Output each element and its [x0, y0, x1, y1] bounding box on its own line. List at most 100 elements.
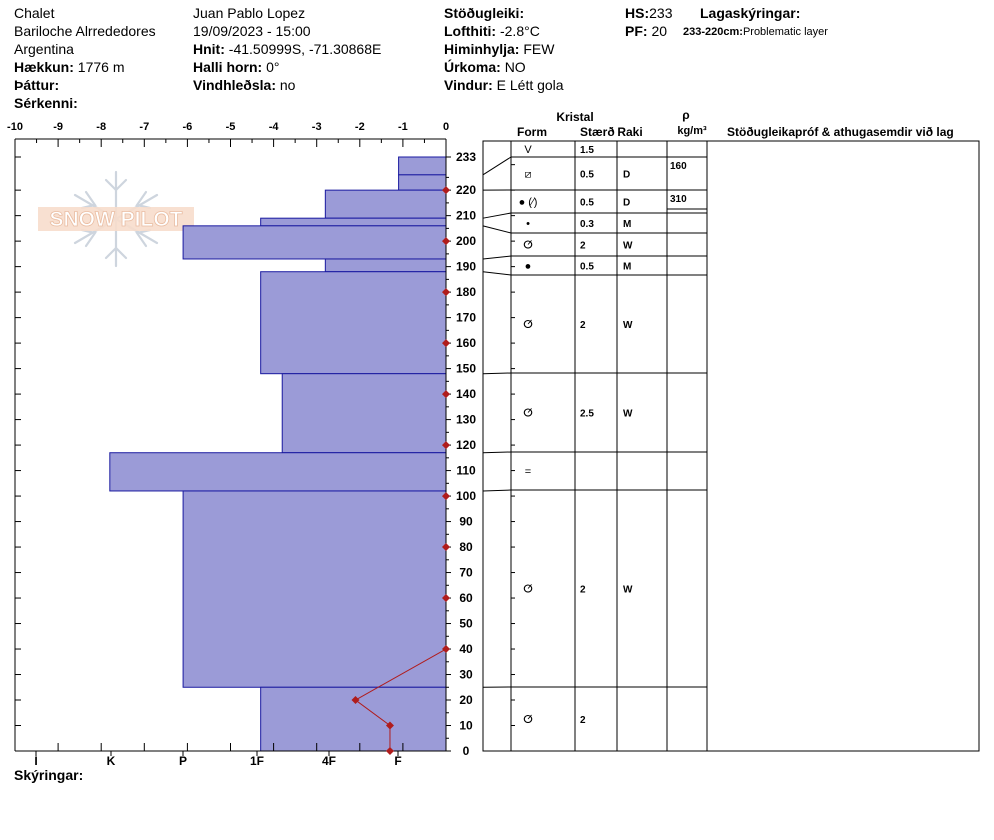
layer-form: ⵚ: [523, 408, 533, 420]
table-frame: [482, 140, 980, 752]
depth-tick-label: 40: [459, 642, 473, 656]
hs-label: HS:: [625, 5, 650, 21]
wind: Vindur: E Létt gola: [444, 76, 564, 94]
temperature-point: [442, 594, 450, 603]
layer-form: ⵚ: [523, 584, 533, 596]
layer-moisture: W: [623, 320, 633, 331]
elevation-label: Hækkun:: [14, 59, 74, 75]
slope-label: Halli horn:: [193, 59, 263, 75]
depth-tick-label: 90: [459, 515, 473, 529]
layer-form: •: [526, 218, 530, 230]
density-value: 310: [670, 194, 687, 205]
layer-boundary: [482, 156, 707, 176]
depth-tick-label: 140: [456, 387, 476, 401]
hardness-label: 1F: [250, 754, 264, 768]
hardness-bar-8: [109, 452, 447, 492]
stability-label: Stöðugleiki:: [444, 5, 525, 21]
snowflake-logo: SNOW PILOT: [38, 170, 194, 268]
region: Bariloche Alrrededores: [14, 23, 156, 39]
temperature-point: [385, 721, 394, 730]
layer-moisture: M: [623, 219, 631, 230]
layer-moisture: W: [623, 585, 633, 596]
depth-tick-label: 100: [456, 489, 476, 503]
legend: Skýringar:: [14, 766, 83, 784]
layer-boundary: [482, 225, 707, 234]
depth-tick-label: 110: [456, 464, 476, 478]
pf: PF: 20: [625, 22, 667, 40]
hardness-bar-4: [182, 225, 447, 260]
wind-value: E Létt gola: [496, 77, 564, 93]
layer-form: ● (⁄): [519, 197, 538, 209]
hardness-bar-1: [398, 174, 447, 191]
temperature-point: [442, 441, 450, 450]
top-tick-label: -7: [139, 121, 149, 133]
hardness-bar-10: [260, 686, 447, 752]
features-label: Sérkenni:: [14, 95, 78, 111]
layer-moisture: D: [623, 170, 630, 181]
location: Chalet: [14, 5, 55, 21]
hardness-label: 4F: [322, 754, 336, 768]
header-rho: ρ: [682, 108, 689, 122]
coords-label: Hnit:: [193, 41, 225, 57]
layer-form: ⧄: [525, 169, 532, 181]
depth-tick-label: 220: [456, 183, 476, 197]
slope: Halli horn: 0°: [193, 58, 280, 76]
temperature-point: [442, 543, 450, 552]
top-tick-label: -4: [269, 121, 280, 133]
precip-label: Úrkoma:: [444, 59, 501, 75]
top-tick-label: -2: [355, 121, 365, 133]
header-form: Form: [517, 125, 547, 139]
temperature-point: [442, 288, 450, 297]
hardness-label: I: [34, 754, 37, 768]
depth-tick-label: 160: [456, 336, 476, 350]
depth-tick-label: 180: [456, 285, 476, 299]
layer-moisture: D: [623, 198, 630, 209]
top-tick-label: -10: [7, 121, 23, 133]
elevation: Hækkun: 1776 m: [14, 58, 125, 76]
layer-form: =: [525, 466, 531, 478]
hardness-bar-6: [260, 271, 447, 375]
depth-tick-label: 60: [459, 591, 473, 605]
top-tick-label: 0: [443, 121, 449, 133]
top-tick-label: -8: [96, 121, 106, 133]
air-temp-label: Lofthiti:: [444, 23, 497, 39]
layer-size: 2.5: [580, 409, 594, 420]
layer-boundary: [482, 489, 707, 492]
datetime: 19/09/2023 - 15:00: [193, 23, 311, 39]
layer-moisture: W: [623, 409, 633, 420]
depth-tick-label: 210: [456, 209, 476, 223]
layer-size: 2: [580, 715, 586, 726]
depth-tick-label: 70: [459, 566, 473, 580]
hardness-bar-7: [281, 373, 447, 454]
header-tests: Stöðugleikapróf & athugasemdir við lag: [727, 125, 954, 139]
temperature-point: [442, 645, 450, 654]
hardness-bar-0: [398, 156, 447, 176]
observer: Juan Pablo Lopez: [193, 5, 306, 21]
temperature-point: [442, 390, 450, 399]
precip: Úrkoma: NO: [444, 58, 526, 76]
temperature-point: [442, 237, 450, 246]
layer-boundary: [482, 212, 707, 219]
coords: Hnit: -41.50999S, -71.30868E: [193, 40, 381, 58]
depth-tick-label: 130: [456, 413, 476, 427]
layer-form: V: [524, 144, 532, 156]
hs-value: 233: [649, 5, 673, 21]
header-rho-unit: kg/m³: [677, 125, 707, 137]
hardness-bar-3: [260, 217, 447, 227]
layer-size: 2: [580, 241, 586, 252]
layer-notes: Lagaskýringar:: [700, 4, 800, 22]
hs: HS:233: [625, 4, 672, 22]
country: Argentina: [14, 41, 74, 57]
legend-label: Skýringar:: [14, 767, 84, 783]
depth-tick-label: 150: [456, 362, 476, 376]
layer-note: 233-220cm:Problematic layer: [683, 23, 828, 41]
depth-tick-label: 30: [459, 668, 473, 682]
layer-size: 2: [580, 320, 586, 331]
temperature-point: [385, 747, 394, 755]
slope-value: 0°: [266, 59, 280, 75]
header-raki: Raki: [617, 125, 642, 139]
layer-notes-label: Lagaskýringar:: [700, 5, 801, 21]
depth-tick-label: 170: [456, 311, 476, 325]
wind-label: Vindur:: [444, 77, 493, 93]
temperature-point: [442, 186, 450, 195]
